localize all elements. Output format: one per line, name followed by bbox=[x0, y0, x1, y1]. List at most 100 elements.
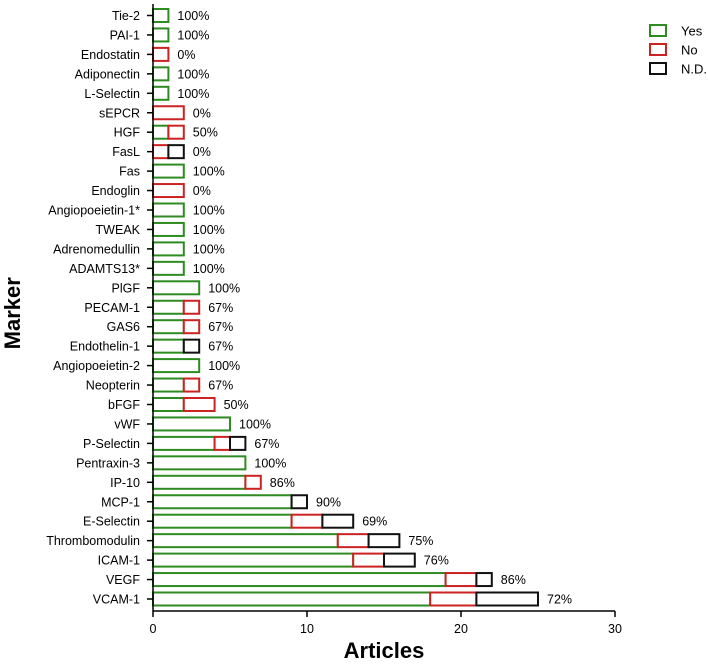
percent-label: 75% bbox=[408, 534, 433, 548]
category-label: Adiponectin bbox=[75, 67, 140, 81]
category-label: ICAM-1 bbox=[98, 554, 140, 568]
bar-no bbox=[429, 591, 478, 607]
bar-yes bbox=[152, 552, 355, 568]
category-label: Adrenomedullin bbox=[53, 242, 140, 256]
category-label: Fas bbox=[119, 165, 140, 179]
percent-label: 100% bbox=[177, 28, 209, 42]
percent-label: 100% bbox=[193, 242, 225, 256]
percent-label: 0% bbox=[193, 145, 211, 159]
bar-yes bbox=[152, 435, 216, 451]
category-label: Endoglin bbox=[91, 184, 140, 198]
bar-yes bbox=[152, 338, 185, 354]
bar-nd bbox=[383, 552, 416, 568]
bar-yes bbox=[152, 299, 185, 315]
category-label: Thrombomodulin bbox=[46, 534, 140, 548]
bar-no bbox=[152, 144, 170, 160]
bars-group bbox=[152, 8, 539, 607]
category-label: HGF bbox=[114, 126, 141, 140]
bar-yes bbox=[152, 513, 293, 529]
bar-nd bbox=[229, 435, 247, 451]
bar-no bbox=[152, 46, 170, 62]
percent-label: 100% bbox=[177, 9, 209, 23]
bar-yes bbox=[152, 455, 247, 471]
bar-yes bbox=[152, 397, 185, 412]
category-label: PAI-1 bbox=[110, 28, 140, 42]
bar-yes bbox=[152, 494, 293, 510]
percent-label: 100% bbox=[208, 359, 240, 373]
percent-label: 100% bbox=[193, 165, 225, 179]
percent-label: 100% bbox=[177, 67, 209, 81]
bar-yes bbox=[152, 591, 432, 607]
bar-yes bbox=[152, 66, 170, 82]
category-label: vWF bbox=[114, 417, 140, 431]
percent-label: 72% bbox=[547, 593, 572, 607]
percent-label: 100% bbox=[193, 204, 225, 218]
percent-label: 90% bbox=[316, 495, 341, 509]
y-axis-title: Marker bbox=[0, 277, 25, 350]
category-label: Angiopoeietin-1* bbox=[48, 204, 140, 218]
category-label: P-Selectin bbox=[83, 437, 140, 451]
category-label: Endothelin-1 bbox=[70, 340, 140, 354]
percent-label: 67% bbox=[208, 340, 233, 354]
percent-label: 100% bbox=[239, 417, 271, 431]
axes-group bbox=[152, 4, 615, 612]
bar-no bbox=[213, 435, 232, 451]
bar-yes bbox=[152, 533, 339, 549]
category-label: L-Selectin bbox=[84, 87, 140, 101]
bar-nd bbox=[182, 338, 201, 354]
bar-nd bbox=[290, 494, 309, 510]
bar-yes bbox=[152, 8, 170, 23]
category-label: VCAM-1 bbox=[93, 593, 140, 607]
bar-no bbox=[152, 105, 185, 121]
bar-yes bbox=[152, 416, 231, 432]
category-label: PlGF bbox=[112, 281, 141, 295]
category-label: ADAMTS13* bbox=[69, 262, 140, 276]
legend-label: Yes bbox=[681, 24, 703, 39]
bar-no bbox=[290, 513, 324, 529]
bar-no bbox=[336, 533, 370, 549]
bar-no bbox=[352, 552, 386, 568]
bar-no bbox=[244, 474, 262, 490]
percent-label: 67% bbox=[254, 437, 279, 451]
percent-label: 86% bbox=[501, 573, 526, 587]
category-label: PECAM-1 bbox=[84, 301, 140, 315]
bar-yes bbox=[152, 163, 185, 179]
x-tick-label: 20 bbox=[454, 622, 468, 636]
category-label: Endostatin bbox=[81, 48, 140, 62]
percent-label: 67% bbox=[208, 379, 233, 393]
bar-yes bbox=[152, 572, 447, 588]
bar-nd bbox=[321, 513, 355, 529]
percent-label: 100% bbox=[208, 281, 240, 295]
bar-yes bbox=[152, 221, 185, 237]
bar-no bbox=[182, 319, 201, 335]
x-tick-label: 10 bbox=[300, 622, 314, 636]
category-label: Pentraxin-3 bbox=[76, 456, 140, 470]
bar-yes bbox=[152, 202, 185, 218]
category-label: IP-10 bbox=[110, 476, 140, 490]
bar-nd bbox=[475, 591, 539, 607]
percent-label: 69% bbox=[362, 515, 387, 529]
category-label: VEGF bbox=[106, 573, 140, 587]
bar-yes bbox=[152, 280, 201, 296]
legend-label: No bbox=[681, 43, 698, 58]
legend: Yes No N.D. bbox=[649, 24, 707, 77]
percent-label: 100% bbox=[177, 87, 209, 101]
percent-label: 0% bbox=[193, 106, 211, 120]
legend-swatch bbox=[649, 24, 667, 37]
bar-yes bbox=[152, 474, 247, 490]
bar-nd bbox=[475, 572, 493, 588]
legend-swatch bbox=[649, 62, 667, 75]
x-tick-label: 30 bbox=[608, 622, 622, 636]
category-label: MCP-1 bbox=[101, 495, 140, 509]
percent-label: 76% bbox=[424, 554, 449, 568]
category-label: Angiopoeietin-2 bbox=[53, 359, 140, 373]
category-label: E-Selectin bbox=[83, 515, 140, 529]
percent-label: 50% bbox=[224, 398, 249, 412]
bar-no bbox=[152, 183, 185, 199]
category-label: FasL bbox=[112, 145, 140, 159]
category-label: Neopterin bbox=[86, 379, 140, 393]
bar-no bbox=[182, 377, 201, 393]
bar-no bbox=[167, 124, 185, 140]
percent-label: 50% bbox=[193, 126, 218, 140]
